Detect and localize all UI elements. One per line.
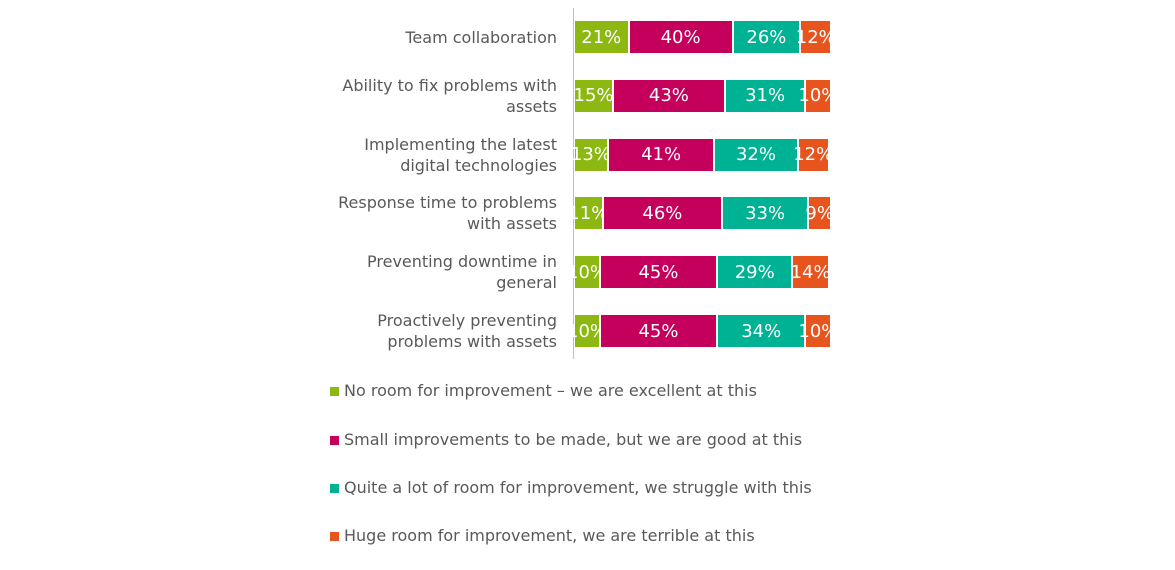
value-label: 12% (795, 26, 836, 48)
category-label: Proactively preventing problems with ass… (377, 311, 557, 351)
category-axis (573, 8, 574, 359)
legend-text: Quite a lot of room for improvement, we … (344, 478, 812, 497)
value-label: 40% (660, 26, 701, 48)
bar-segment: 9% (805, 197, 834, 230)
bar-segment: 41% (608, 138, 716, 171)
value-label: 10% (798, 320, 839, 342)
bar-segment: 15% (573, 79, 614, 112)
bar-segment: 10% (567, 256, 607, 289)
category-label: Preventing downtime in general (367, 252, 557, 293)
value-label: 43% (648, 85, 689, 107)
value-label: 10% (567, 261, 608, 283)
bar-segment: 33% (723, 197, 809, 230)
legend-item: No room for improvement – we are excelle… (330, 380, 830, 402)
value-label: 45% (638, 320, 679, 342)
bar-segment: 14% (790, 256, 831, 289)
category-label: Response time to problems with assets (338, 193, 557, 234)
bar-segment: 10% (567, 315, 607, 347)
bar-segment: 13% (571, 138, 611, 171)
value-label: 29% (734, 261, 775, 283)
value-label: 12% (793, 144, 834, 166)
legend-text: Huge room for improvement, we are terrib… (344, 526, 755, 545)
legend-swatch (330, 532, 339, 541)
value-label: 14% (790, 261, 831, 283)
bar-segment: 34% (718, 315, 807, 347)
bar-segment: 12% (796, 21, 836, 53)
legend-item: Quite a lot of room for improvement, we … (330, 477, 830, 499)
category-label: Team collaboration (405, 27, 557, 47)
bar-segment: 46% (603, 197, 724, 230)
category-label: Ability to fix problems with assets (342, 75, 557, 116)
value-label: 10% (798, 85, 839, 107)
value-label: 41% (641, 144, 682, 166)
value-label: 31% (745, 85, 786, 107)
value-label: 15% (573, 85, 614, 107)
legend-swatch (330, 387, 339, 396)
bar-segment: 45% (601, 315, 718, 347)
bar-segment: 29% (718, 256, 794, 289)
bar-segment: 26% (733, 21, 802, 53)
value-label: 21% (581, 26, 622, 48)
value-label: 34% (741, 320, 782, 342)
value-label: 45% (638, 261, 679, 283)
bar-segment: 10% (798, 315, 838, 347)
bar-segment: 40% (629, 21, 734, 53)
legend-item: Small improvements to be made, but we ar… (330, 429, 830, 451)
value-label: 9% (805, 202, 834, 224)
value-label: 32% (735, 144, 776, 166)
value-label: 26% (746, 26, 787, 48)
legend-text: No room for improvement – we are excelle… (344, 381, 757, 400)
bar-segment: 12% (793, 138, 833, 171)
legend-swatch (330, 484, 339, 493)
bar-segment: 43% (614, 79, 726, 112)
value-label: 13% (570, 144, 611, 166)
bar-segment: 10% (798, 79, 838, 112)
bar-segment: 31% (725, 79, 807, 112)
category-label: Implementing the latest digital technolo… (364, 134, 557, 175)
legend-swatch (330, 436, 339, 445)
value-label: 10% (567, 320, 608, 342)
value-label: 46% (642, 202, 683, 224)
legend-item: Huge room for improvement, we are terrib… (330, 525, 830, 547)
bar-segment: 45% (601, 256, 718, 289)
value-label: 33% (745, 202, 786, 224)
bar-segment: 32% (715, 138, 799, 171)
bar-segment: 21% (575, 21, 630, 53)
value-label: 11% (568, 202, 609, 224)
legend-text: Small improvements to be made, but we ar… (344, 430, 803, 449)
bar-segment: 11% (568, 197, 608, 230)
